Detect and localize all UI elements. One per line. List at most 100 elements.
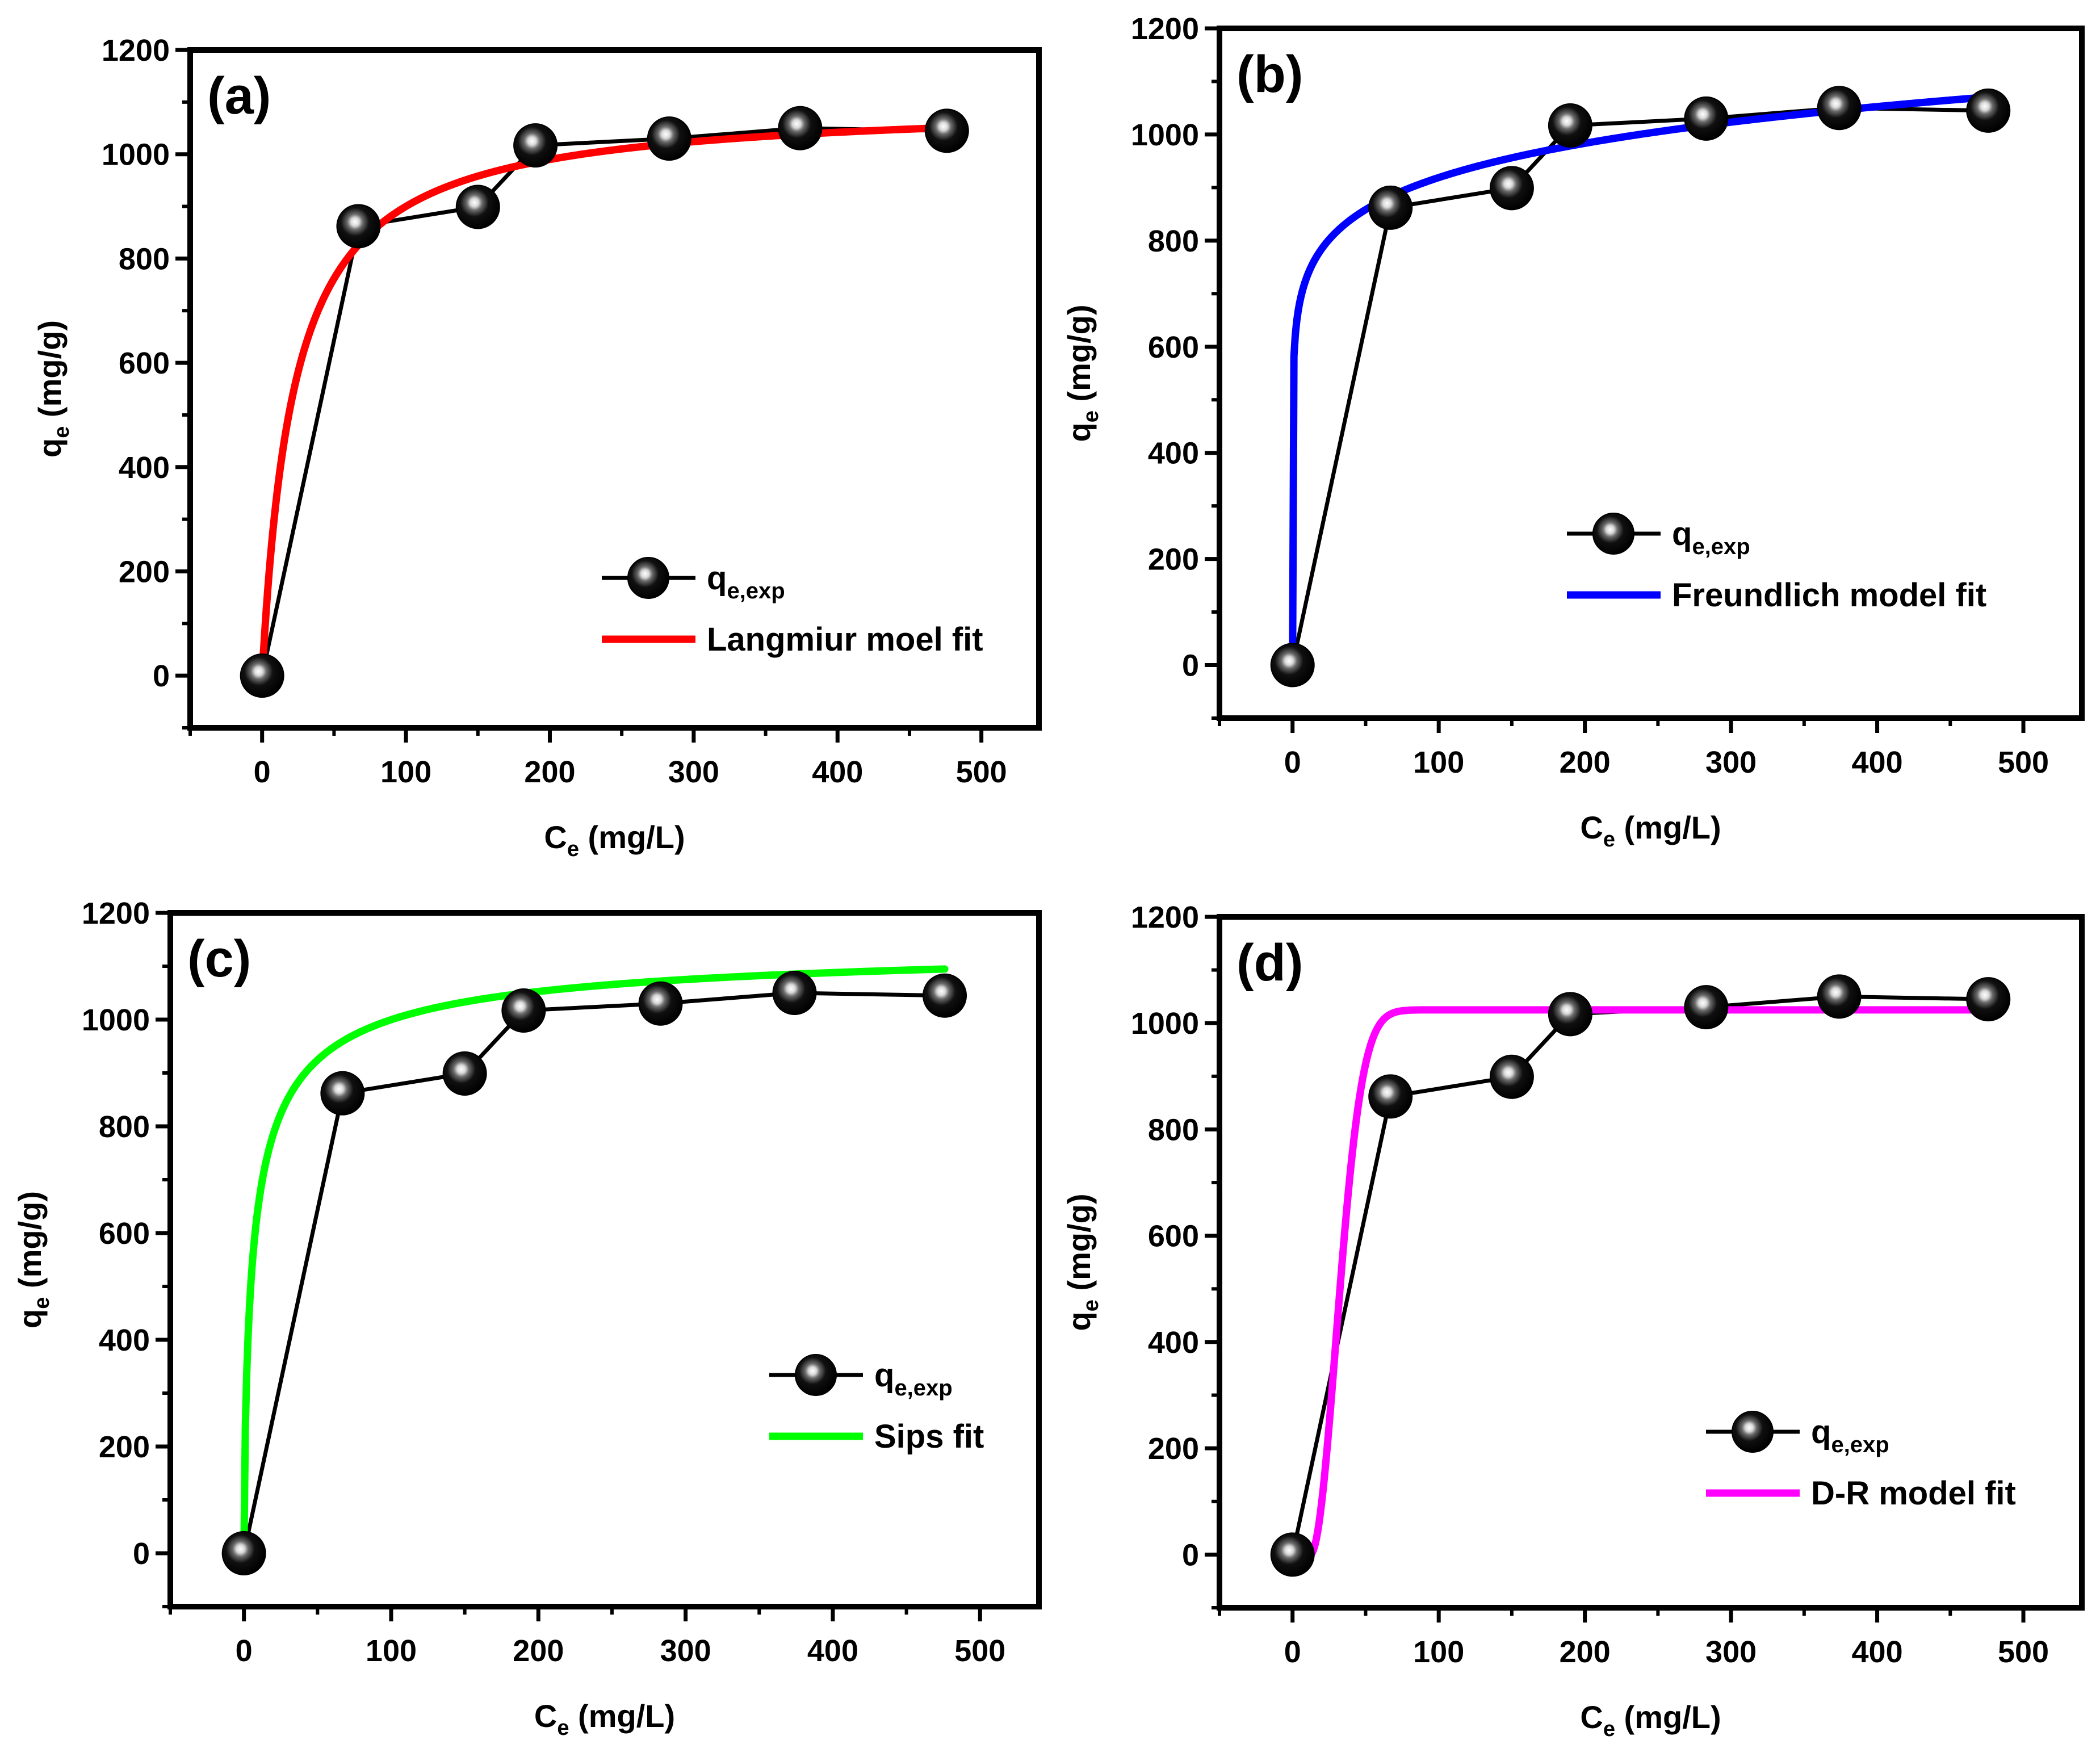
data-point [1817, 86, 1862, 131]
x-tick-label: 0 [236, 1634, 253, 1668]
data-point [1548, 992, 1592, 1037]
legend: qe,exp Freundlich model fit [1567, 513, 1986, 614]
x-tick-label: 500 [1998, 1635, 2049, 1669]
data-point [778, 106, 823, 150]
data-point [638, 981, 683, 1026]
data-point [1684, 96, 1729, 141]
y-tick-label: 400 [1148, 1326, 1199, 1360]
panel-label: (d) [1236, 934, 1303, 992]
data-point [924, 108, 969, 153]
legend-label-experimental: qe,exp [1672, 515, 1750, 559]
x-tick-label: 400 [1852, 1635, 1903, 1669]
x-tick-label: 400 [807, 1634, 858, 1668]
legend: qe,exp D-R model fit [1706, 1411, 2016, 1512]
y-tick-label: 200 [1148, 543, 1199, 577]
x-axis-title: Ce (mg/L) [534, 1698, 675, 1740]
x-tick-label: 200 [1560, 745, 1611, 779]
legend-label-experimental: qe,exp [707, 560, 785, 603]
panel-label: (a) [207, 67, 271, 125]
chart-panel-3: 0 100 200 300 400 500 0 200 400 600 800 1000 1200 Ce … [1061, 900, 2085, 1741]
y-tick-label: 1000 [1131, 1007, 1199, 1041]
y-tick-label: 0 [1182, 649, 1199, 683]
data-point [240, 653, 284, 698]
y-tick-label: 1000 [1131, 118, 1199, 152]
y-tick-label: 800 [1148, 1113, 1199, 1147]
x-axis-title: Ce (mg/L) [1580, 1699, 1721, 1741]
x-tick-label: 0 [1284, 745, 1301, 779]
data-point [336, 204, 381, 249]
data-point [1489, 1054, 1534, 1099]
y-tick-label: 1000 [102, 138, 170, 172]
y-tick-label: 0 [153, 659, 170, 693]
x-tick-label: 300 [1705, 1635, 1757, 1669]
y-tick-label: 0 [1182, 1538, 1199, 1572]
y-tick-label: 200 [119, 555, 170, 589]
data-point [1270, 1532, 1315, 1577]
data-point [1966, 88, 2011, 133]
x-tick-label: 0 [254, 755, 271, 789]
legend: qe,exp Langmiur moel fit [602, 557, 983, 658]
x-tick-label: 500 [954, 1634, 1005, 1668]
data-point [772, 971, 817, 1015]
x-tick-label: 0 [1284, 1635, 1301, 1669]
x-tick-label: 400 [812, 755, 863, 789]
y-axis-title: qe (mg/g) [12, 1191, 54, 1328]
x-tick-label: 100 [380, 755, 431, 789]
data-point [1684, 985, 1729, 1030]
chart-panel-0: 0 100 200 300 400 500 0 200 400 600 800 1000 1200 Ce … [32, 33, 1042, 861]
legend-marker [795, 1354, 837, 1396]
x-axis-title: Ce (mg/L) [544, 819, 685, 861]
data-point [1817, 974, 1862, 1019]
y-tick-label: 200 [99, 1430, 150, 1464]
legend: qe,exp Sips fit [769, 1354, 984, 1455]
x-tick-label: 100 [1413, 1635, 1464, 1669]
data-point [1368, 1074, 1413, 1119]
y-axis-title: qe (mg/g) [1061, 1194, 1103, 1331]
y-tick-label: 600 [1148, 330, 1199, 364]
x-tick-label: 300 [1705, 745, 1757, 779]
x-tick-label: 200 [513, 1634, 564, 1668]
data-point [1489, 166, 1534, 211]
x-tick-label: 200 [1560, 1635, 1611, 1669]
x-tick-label: 100 [366, 1634, 417, 1668]
legend-label-experimental: qe,exp [874, 1357, 953, 1401]
plot-frame [1217, 914, 2085, 1611]
data-point [1270, 643, 1315, 687]
data-point [320, 1071, 365, 1116]
panel-label: (b) [1236, 45, 1303, 103]
panel-label: (c) [187, 930, 251, 988]
x-tick-label: 500 [1998, 745, 2049, 779]
model-fit-curve [240, 965, 949, 1557]
y-tick-label: 400 [99, 1323, 150, 1357]
y-tick-label: 800 [119, 242, 170, 276]
x-tick-label: 300 [668, 755, 719, 789]
model-fit-curve [1289, 93, 1992, 669]
legend-label-fit: D-R model fit [1811, 1475, 2016, 1512]
y-tick-label: 800 [99, 1110, 150, 1144]
data-point [923, 973, 967, 1018]
data-point [1548, 103, 1592, 148]
x-tick-label: 300 [660, 1634, 711, 1668]
y-tick-label: 1200 [1131, 900, 1199, 934]
data-point [1368, 185, 1413, 230]
chart-panel-1: 0 100 200 300 400 500 0 200 400 600 800 1000 1200 Ce … [1061, 12, 2085, 852]
x-tick-label: 500 [956, 755, 1007, 789]
x-tick-label: 400 [1852, 745, 1903, 779]
data-point [513, 123, 558, 168]
legend-marker [1592, 513, 1634, 555]
legend-label-fit: Freundlich model fit [1672, 577, 1986, 614]
data-point [221, 1531, 266, 1575]
y-tick-label: 200 [1148, 1432, 1199, 1466]
y-tick-label: 400 [1148, 437, 1199, 471]
y-tick-label: 1000 [82, 1003, 150, 1037]
y-tick-label: 1200 [102, 33, 170, 68]
legend-label-fit: Sips fit [874, 1418, 984, 1455]
y-tick-label: 0 [133, 1537, 150, 1571]
y-axis-title: qe (mg/g) [32, 320, 74, 458]
data-point [647, 116, 691, 161]
data-point [442, 1051, 487, 1096]
plot-frame [167, 910, 1042, 1609]
legend-marker [627, 557, 669, 599]
y-tick-label: 600 [1148, 1219, 1199, 1254]
